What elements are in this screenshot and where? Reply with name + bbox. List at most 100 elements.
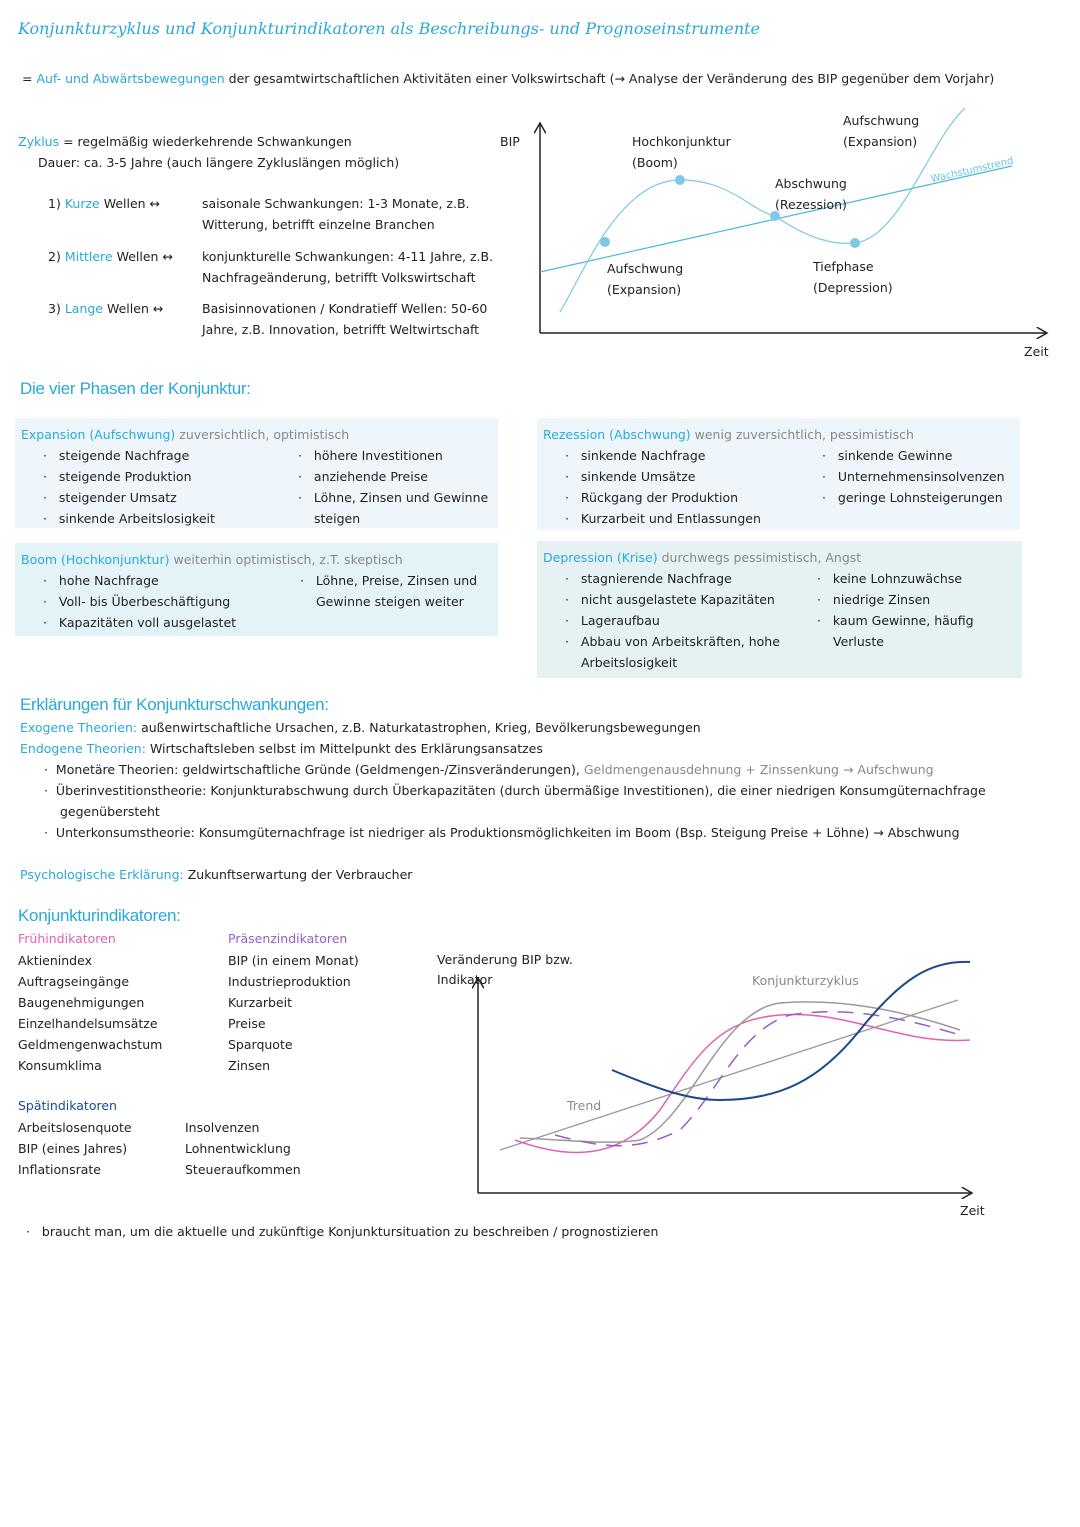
- term: Endogene Theorien:: [20, 741, 146, 756]
- axis-label: BIP: [500, 134, 520, 149]
- box-heading: Boom (Hochkonjunktur) weiterhin optimist…: [21, 549, 403, 570]
- item-text: Kurzarbeit und Entlassungen: [580, 511, 761, 526]
- list-item: · Löhne, Zinsen und Gewinne steigen: [298, 490, 489, 526]
- item-text: anziehende Preise: [313, 469, 428, 484]
- list-item: · steigende Nachfrage: [43, 448, 190, 463]
- text: Zukunftserwartung der Verbraucher: [187, 867, 413, 882]
- footer: · braucht man, um die aktuelle und zukün…: [26, 1224, 659, 1239]
- axis-label: Zeit: [960, 1203, 985, 1218]
- endogenous: Endogene Theorien: Wirtschaftsleben selb…: [20, 738, 543, 759]
- item-text: sinkende Umsätze: [580, 469, 696, 484]
- phase-mood: zuversichtlich, optimistisch: [179, 427, 350, 442]
- indicator: Einzelhandelsumsätze: [18, 1016, 158, 1031]
- indicator: Geldmengenwachstum: [18, 1037, 163, 1052]
- phase-mood: wenig zuversichtlich, pessimistisch: [694, 427, 914, 442]
- wave: 3) Lange Wellen ↔: [48, 298, 163, 319]
- theory: · Unterkonsumstheorie: Konsumgüternachfr…: [44, 825, 960, 840]
- item-text: Löhne, Zinsen und Gewinne steigen: [313, 490, 489, 526]
- indicator: Inflationsrate: [18, 1162, 101, 1177]
- indicator: Steueraufkommen: [185, 1162, 301, 1177]
- axis-label: Zeit: [1024, 344, 1049, 359]
- exogenous: Exogene Theorien: außenwirtschaftliche U…: [20, 717, 701, 738]
- phase-name: Boom (Hochkonjunktur): [21, 552, 170, 567]
- list-item: · kaum Gewinne, häufig Verluste: [817, 613, 974, 649]
- indicator: Preise: [228, 1016, 266, 1031]
- list-item: · steigender Umsatz: [43, 490, 177, 505]
- item-text: Unternehmensinsolvenzen: [837, 469, 1005, 484]
- wave-text: saisonale Schwankungen: 1-3 Monate, z.B.…: [202, 196, 470, 232]
- phase-mood: weiterhin optimistisch, z.T. skeptisch: [173, 552, 403, 567]
- phase-label: Abschwung (Rezession): [775, 176, 847, 212]
- indicator: Aktienindex: [18, 953, 92, 968]
- list-item: · sinkende Nachfrage: [565, 448, 706, 463]
- item-text: sinkende Gewinne: [837, 448, 953, 463]
- theory: · Monetäre Theorien: geldwirtschaftliche…: [44, 762, 934, 777]
- indicator: Konsumklima: [18, 1058, 102, 1073]
- list-item: · stagnierende Nachfrage: [565, 571, 732, 586]
- box-bg: [537, 541, 1022, 678]
- trend-label: Trend: [567, 1098, 602, 1113]
- list-item: · Voll- bis Überbeschäftigung: [43, 594, 231, 609]
- theory-text: Konsumgüternachfrage ist niedriger als P…: [198, 825, 960, 840]
- phase-name: Rezession (Abschwung): [543, 427, 691, 442]
- list-item: · Abbau von Arbeitskräften, hohe Arbeits…: [565, 634, 780, 670]
- wave-name: Kurze: [64, 196, 100, 211]
- cycle-label: Konjunkturzyklus: [752, 973, 859, 988]
- term: Exogene Theorien:: [20, 720, 138, 735]
- section-heading: Erklärungen für Konjunkturschwankungen:: [20, 695, 329, 714]
- wave-number: 1): [48, 196, 61, 211]
- item-text: geringe Lohnsteigerungen: [837, 490, 1003, 505]
- phase-label: Aufschwung (Expansion): [607, 261, 684, 297]
- theory: · Überinvestitionstheorie: Konjunkturabs…: [44, 783, 986, 819]
- indicator: Insolvenzen: [185, 1120, 260, 1135]
- item-text: Kapazitäten voll ausgelastet: [58, 615, 237, 630]
- list-item: · Kapazitäten voll ausgelastet: [43, 615, 237, 630]
- wave-name: Mittlere: [64, 248, 113, 264]
- box-bg: [537, 418, 1020, 530]
- theory-term: Überinvestitionstheorie:: [55, 783, 207, 798]
- term: Psychologische Erklärung:: [20, 867, 184, 882]
- theory-term: Unterkonsumstheorie:: [55, 825, 195, 840]
- group-name: Präsenzindikatoren: [228, 931, 348, 946]
- title: Konjunkturzyklus und Konjunkturindikator…: [18, 19, 761, 38]
- intro: = Auf- und Abwärtsbewegungen der gesamtw…: [22, 71, 995, 86]
- phase-label: Tiefphase (Depression): [813, 259, 893, 295]
- item-text: kaum Gewinne, häufig Verluste: [832, 613, 974, 649]
- theory-text: geldwirtschaftliche Gründe (Geldmengen-/…: [182, 762, 580, 777]
- list-item: · nicht ausgelastete Kapazitäten: [565, 592, 775, 607]
- indicator: Baugenehmigungen: [18, 995, 145, 1010]
- indicator: Lohnentwicklung: [185, 1141, 291, 1156]
- theory-note: Geldmengenausdehnung + Zinssenkung → Auf…: [583, 762, 934, 777]
- phase-name: Expansion (Aufschwung): [21, 427, 176, 442]
- axis-label: Veränderung BIP bzw. Indikator: [437, 952, 573, 987]
- text: außenwirtschaftliche Ursachen, z.B. Natu…: [141, 720, 701, 735]
- item-text: Abbau von Arbeitskräften, hohe Arbeitslo…: [580, 634, 780, 670]
- indicator-diagram: [478, 960, 972, 1193]
- cycle-diagram: [540, 107, 1047, 333]
- item-text: sinkende Arbeitslosigkeit: [58, 511, 215, 526]
- item-text: steigende Produktion: [58, 469, 192, 484]
- wave-text: Basisinnovationen / Kondratieff Wellen: …: [202, 301, 488, 337]
- phase-mood: durchwegs pessimistisch, Angst: [661, 550, 862, 565]
- list-item: · sinkende Arbeitslosigkeit: [43, 511, 215, 526]
- indicator: Kurzarbeit: [228, 995, 292, 1010]
- wave-name: Lange: [64, 301, 103, 316]
- wave-connector: Wellen ↔: [116, 248, 173, 264]
- intro-text: der gesamtwirtschaftlichen Aktivitäten e…: [228, 71, 995, 86]
- footer-text: braucht man, um die aktuelle und zukünft…: [41, 1224, 659, 1239]
- box-heading: Depression (Krise) durchwegs pessimistis…: [543, 547, 861, 568]
- item-text: sinkende Nachfrage: [580, 448, 706, 463]
- box-bg: [15, 418, 498, 528]
- theory-term: Monetäre Theorien:: [55, 762, 179, 777]
- wave-connector: Wellen ↔: [103, 196, 161, 211]
- list-item: · höhere Investitionen: [298, 448, 443, 463]
- wave: 1) Kurze Wellen ↔: [48, 193, 160, 214]
- item-text: Rückgang der Produktion: [580, 490, 739, 505]
- item-text: nicht ausgelastete Kapazitäten: [580, 592, 775, 607]
- phase-label: Hochkonjunktur (Boom): [632, 134, 731, 170]
- text: Wirtschaftsleben selbst im Mittelpunkt d…: [149, 741, 543, 756]
- theory-text: Konjunkturabschwung durch Überkapazitäte…: [60, 783, 986, 819]
- item-text: steigender Umsatz: [58, 490, 177, 505]
- list-item: · anziehende Preise: [298, 469, 428, 484]
